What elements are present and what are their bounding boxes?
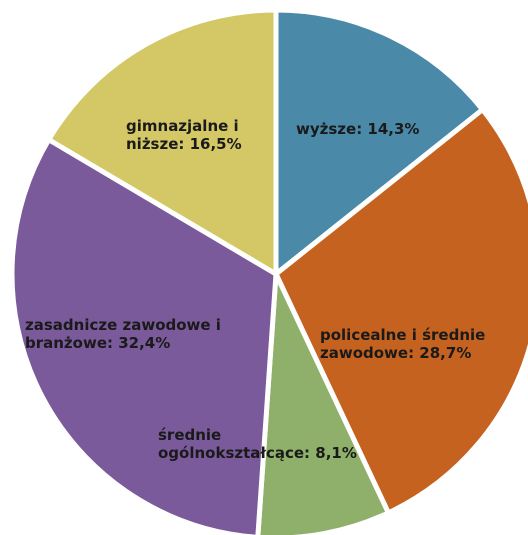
pie-slices xyxy=(9,7,528,535)
pie-slice-label-line: ogólnokształcące: 8,1% xyxy=(158,444,357,462)
pie-slice-label-0: wyższe: 14,3% xyxy=(296,120,419,138)
pie-slice-1 xyxy=(273,107,528,516)
pie-slice-label-4: gimnazjalne i niższe: 16,5% xyxy=(126,117,242,153)
pie-slice-label-line: gimnazjalne i xyxy=(126,117,239,135)
pie-slice-label-line: wyższe: 14,3% xyxy=(296,120,419,138)
pie-slice-4 xyxy=(46,7,279,277)
pie-slice-label-line: policealne i średnie xyxy=(320,326,485,344)
pie-slice-label-line: branżowe: 32,4% xyxy=(25,334,170,352)
pie-slice-label-line: zasadnicze zawodowe i xyxy=(25,316,221,334)
pie-slice-label-line: średnie xyxy=(158,426,221,444)
pie-slice-0 xyxy=(273,7,486,277)
pie-slice-label-3: zasadnicze zawodowe i branżowe: 32,4% xyxy=(25,316,221,352)
pie-slice-label-line: niższe: 16,5% xyxy=(126,135,242,153)
pie-slice-label-1: policealne i średnie zawodowe: 28,7% xyxy=(320,326,485,362)
pie-slice-2 xyxy=(255,271,391,535)
pie-slice-3 xyxy=(9,137,279,535)
pie-slice-label-2: średnie ogólnokształcące: 8,1% xyxy=(158,426,357,462)
pie-labels: wyższe: 14,3% policealne i średnie zawodow… xyxy=(25,117,485,462)
pie-slice-label-line: zawodowe: 28,7% xyxy=(320,344,471,362)
